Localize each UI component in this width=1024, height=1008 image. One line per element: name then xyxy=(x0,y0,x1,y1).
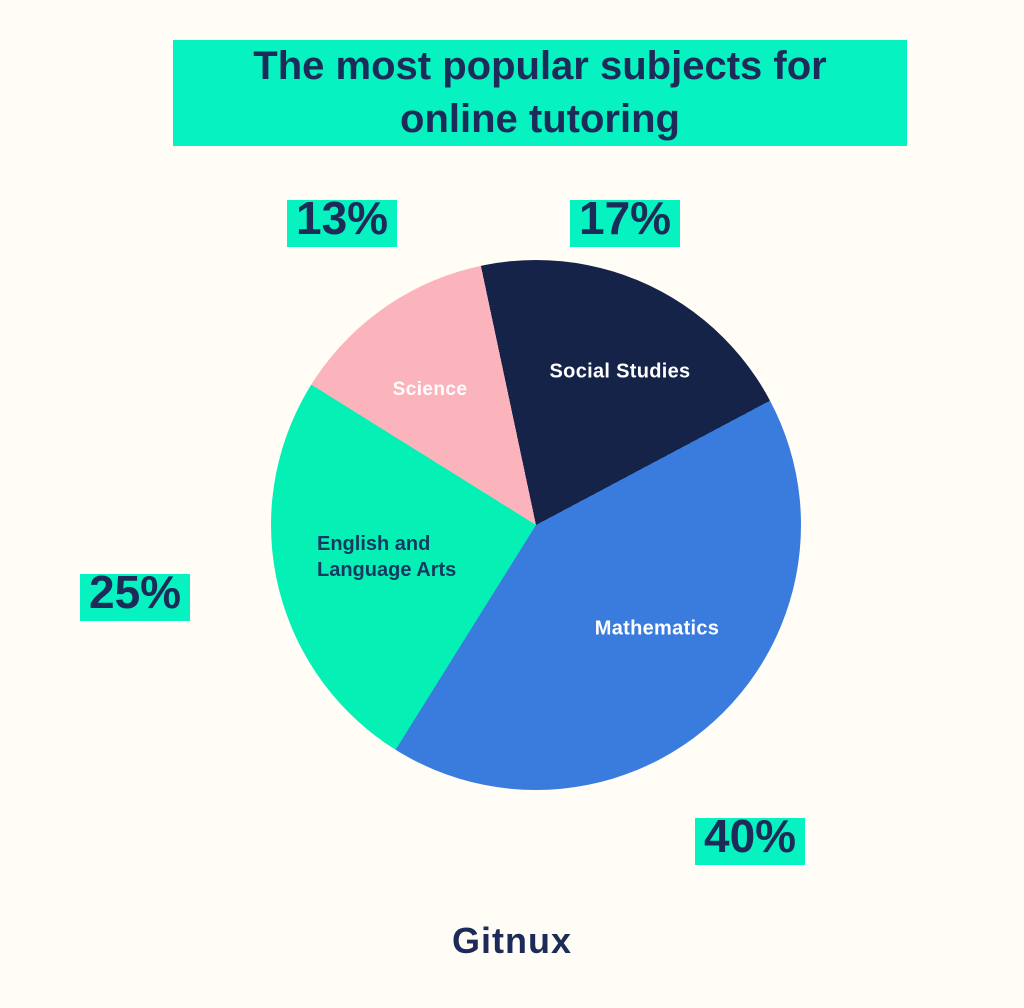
brand-logo: Gitnux xyxy=(452,920,572,961)
pct-label-english-language-arts: 25% xyxy=(80,569,191,621)
slice-label-english-line-1: English and xyxy=(317,533,431,555)
slice-label-science: Science xyxy=(392,379,468,400)
title-line-1: The most popular subjects for xyxy=(253,44,827,89)
title-banner: The most popular subjects for online tut… xyxy=(173,40,907,146)
pct-label-science: 13% xyxy=(287,195,398,247)
slice-label-social-studies: Social Studies xyxy=(549,360,691,383)
slice-label-english-language-arts: English and Language Arts xyxy=(317,531,456,583)
slice-label-english-line-2: Language Arts xyxy=(317,559,457,581)
pct-label-mathematics: 40% xyxy=(695,813,806,865)
pct-label-social-studies: 17% xyxy=(570,195,681,247)
title-line-2: online tutoring xyxy=(400,97,680,141)
slice-label-mathematics: Mathematics xyxy=(594,617,720,640)
pie-chart xyxy=(271,260,801,790)
